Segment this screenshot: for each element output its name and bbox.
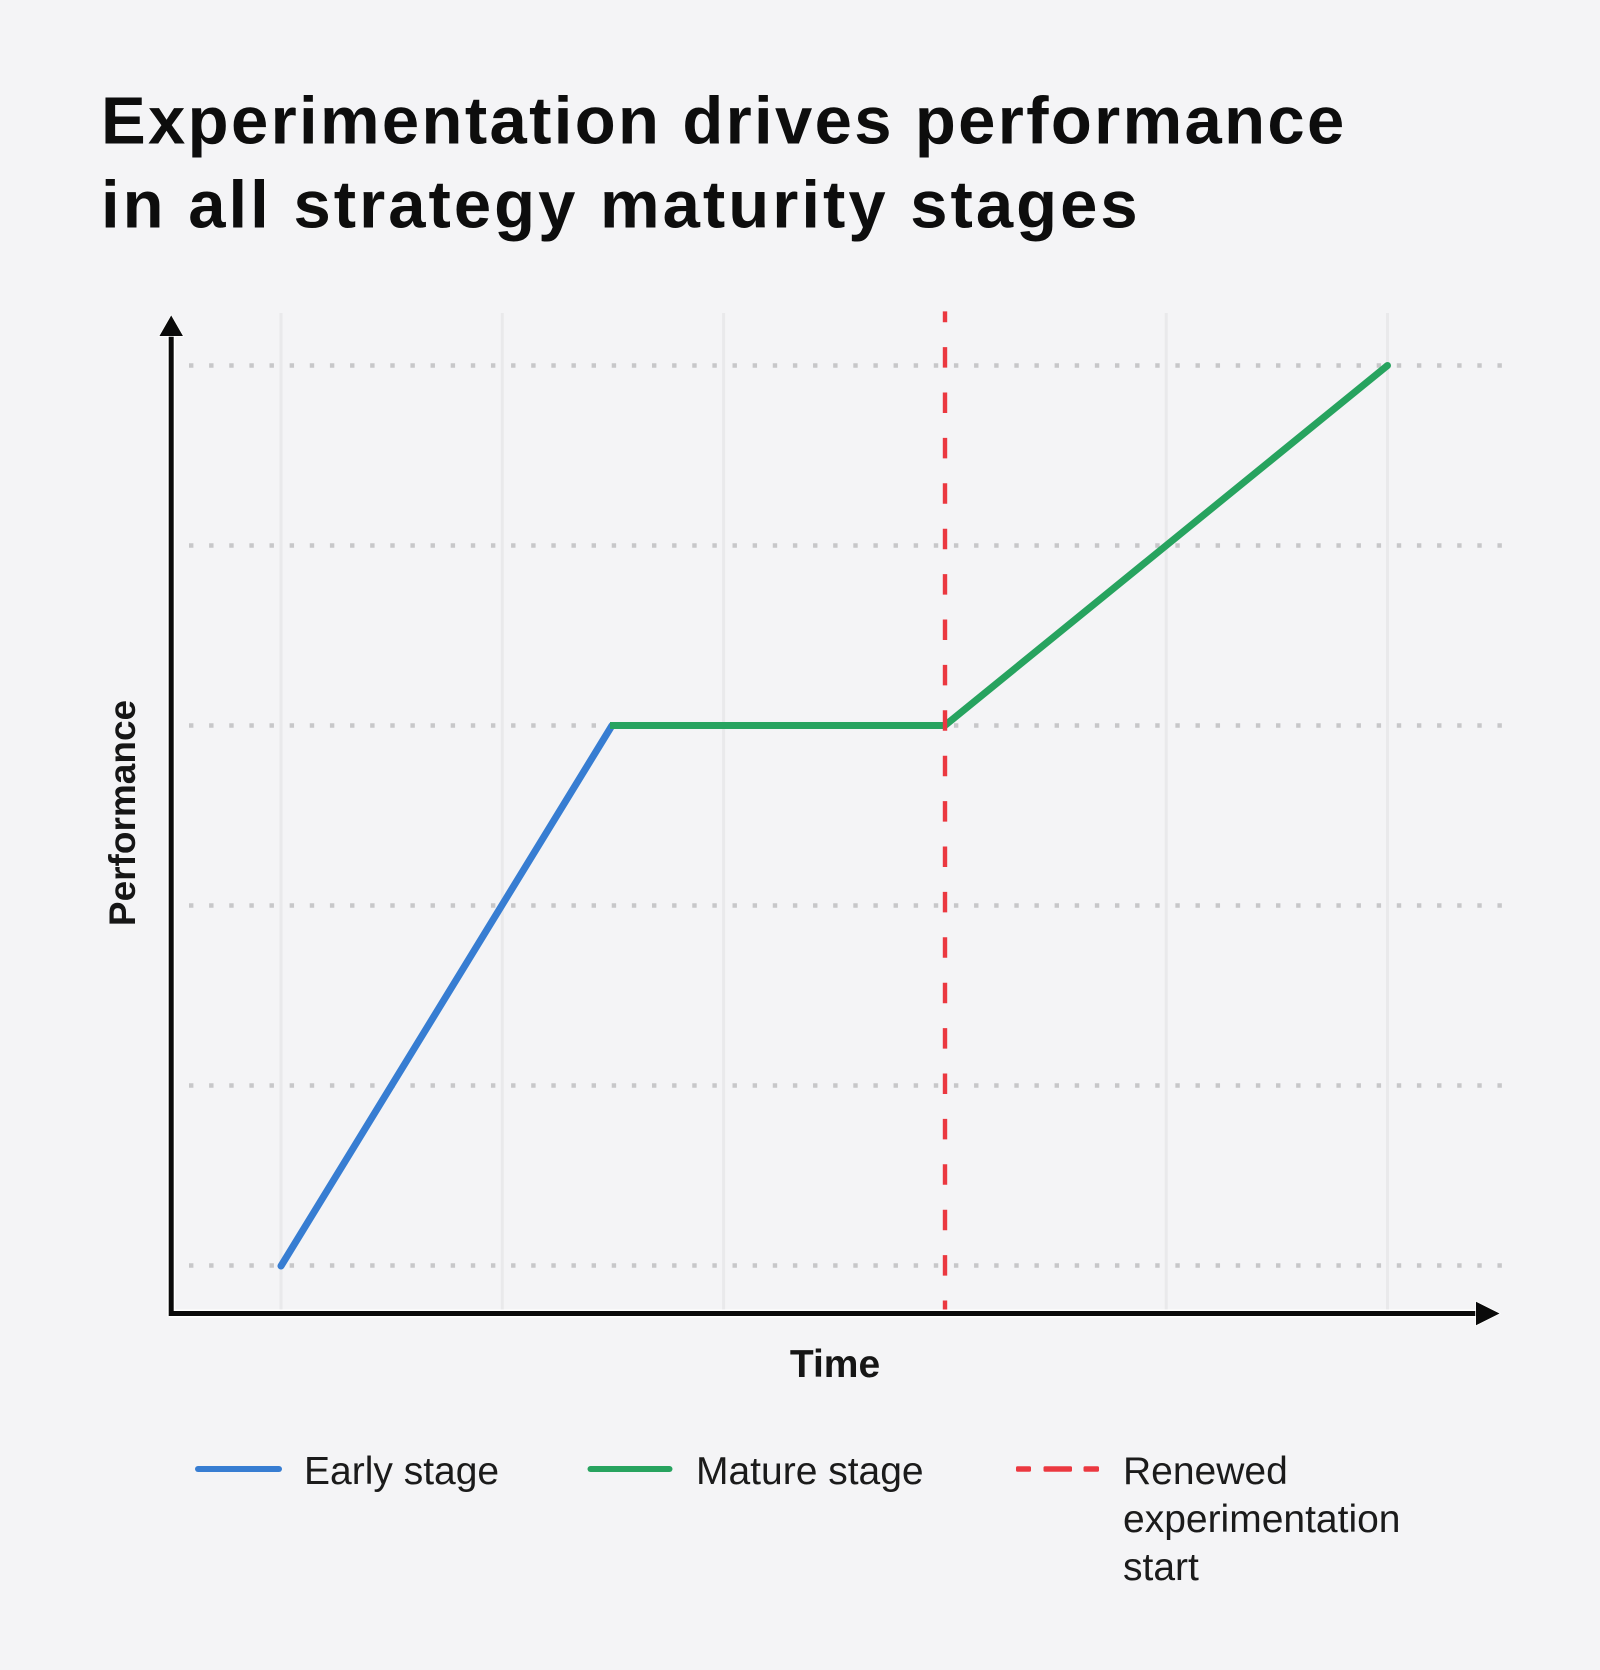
svg-text:Time: Time: [790, 1343, 880, 1386]
svg-text:start: start: [1123, 1546, 1199, 1589]
svg-text:Renewed: Renewed: [1123, 1450, 1288, 1493]
svg-text:experimentation: experimentation: [1123, 1498, 1401, 1541]
svg-text:Mature stage: Mature stage: [696, 1450, 924, 1493]
svg-text:Early stage: Early stage: [304, 1450, 499, 1493]
svg-text:Performance: Performance: [102, 700, 143, 926]
svg-text:in all strategy maturity stage: in all strategy maturity stages: [101, 167, 1141, 242]
svg-text:Experimentation drives perform: Experimentation drives performance: [101, 84, 1347, 159]
